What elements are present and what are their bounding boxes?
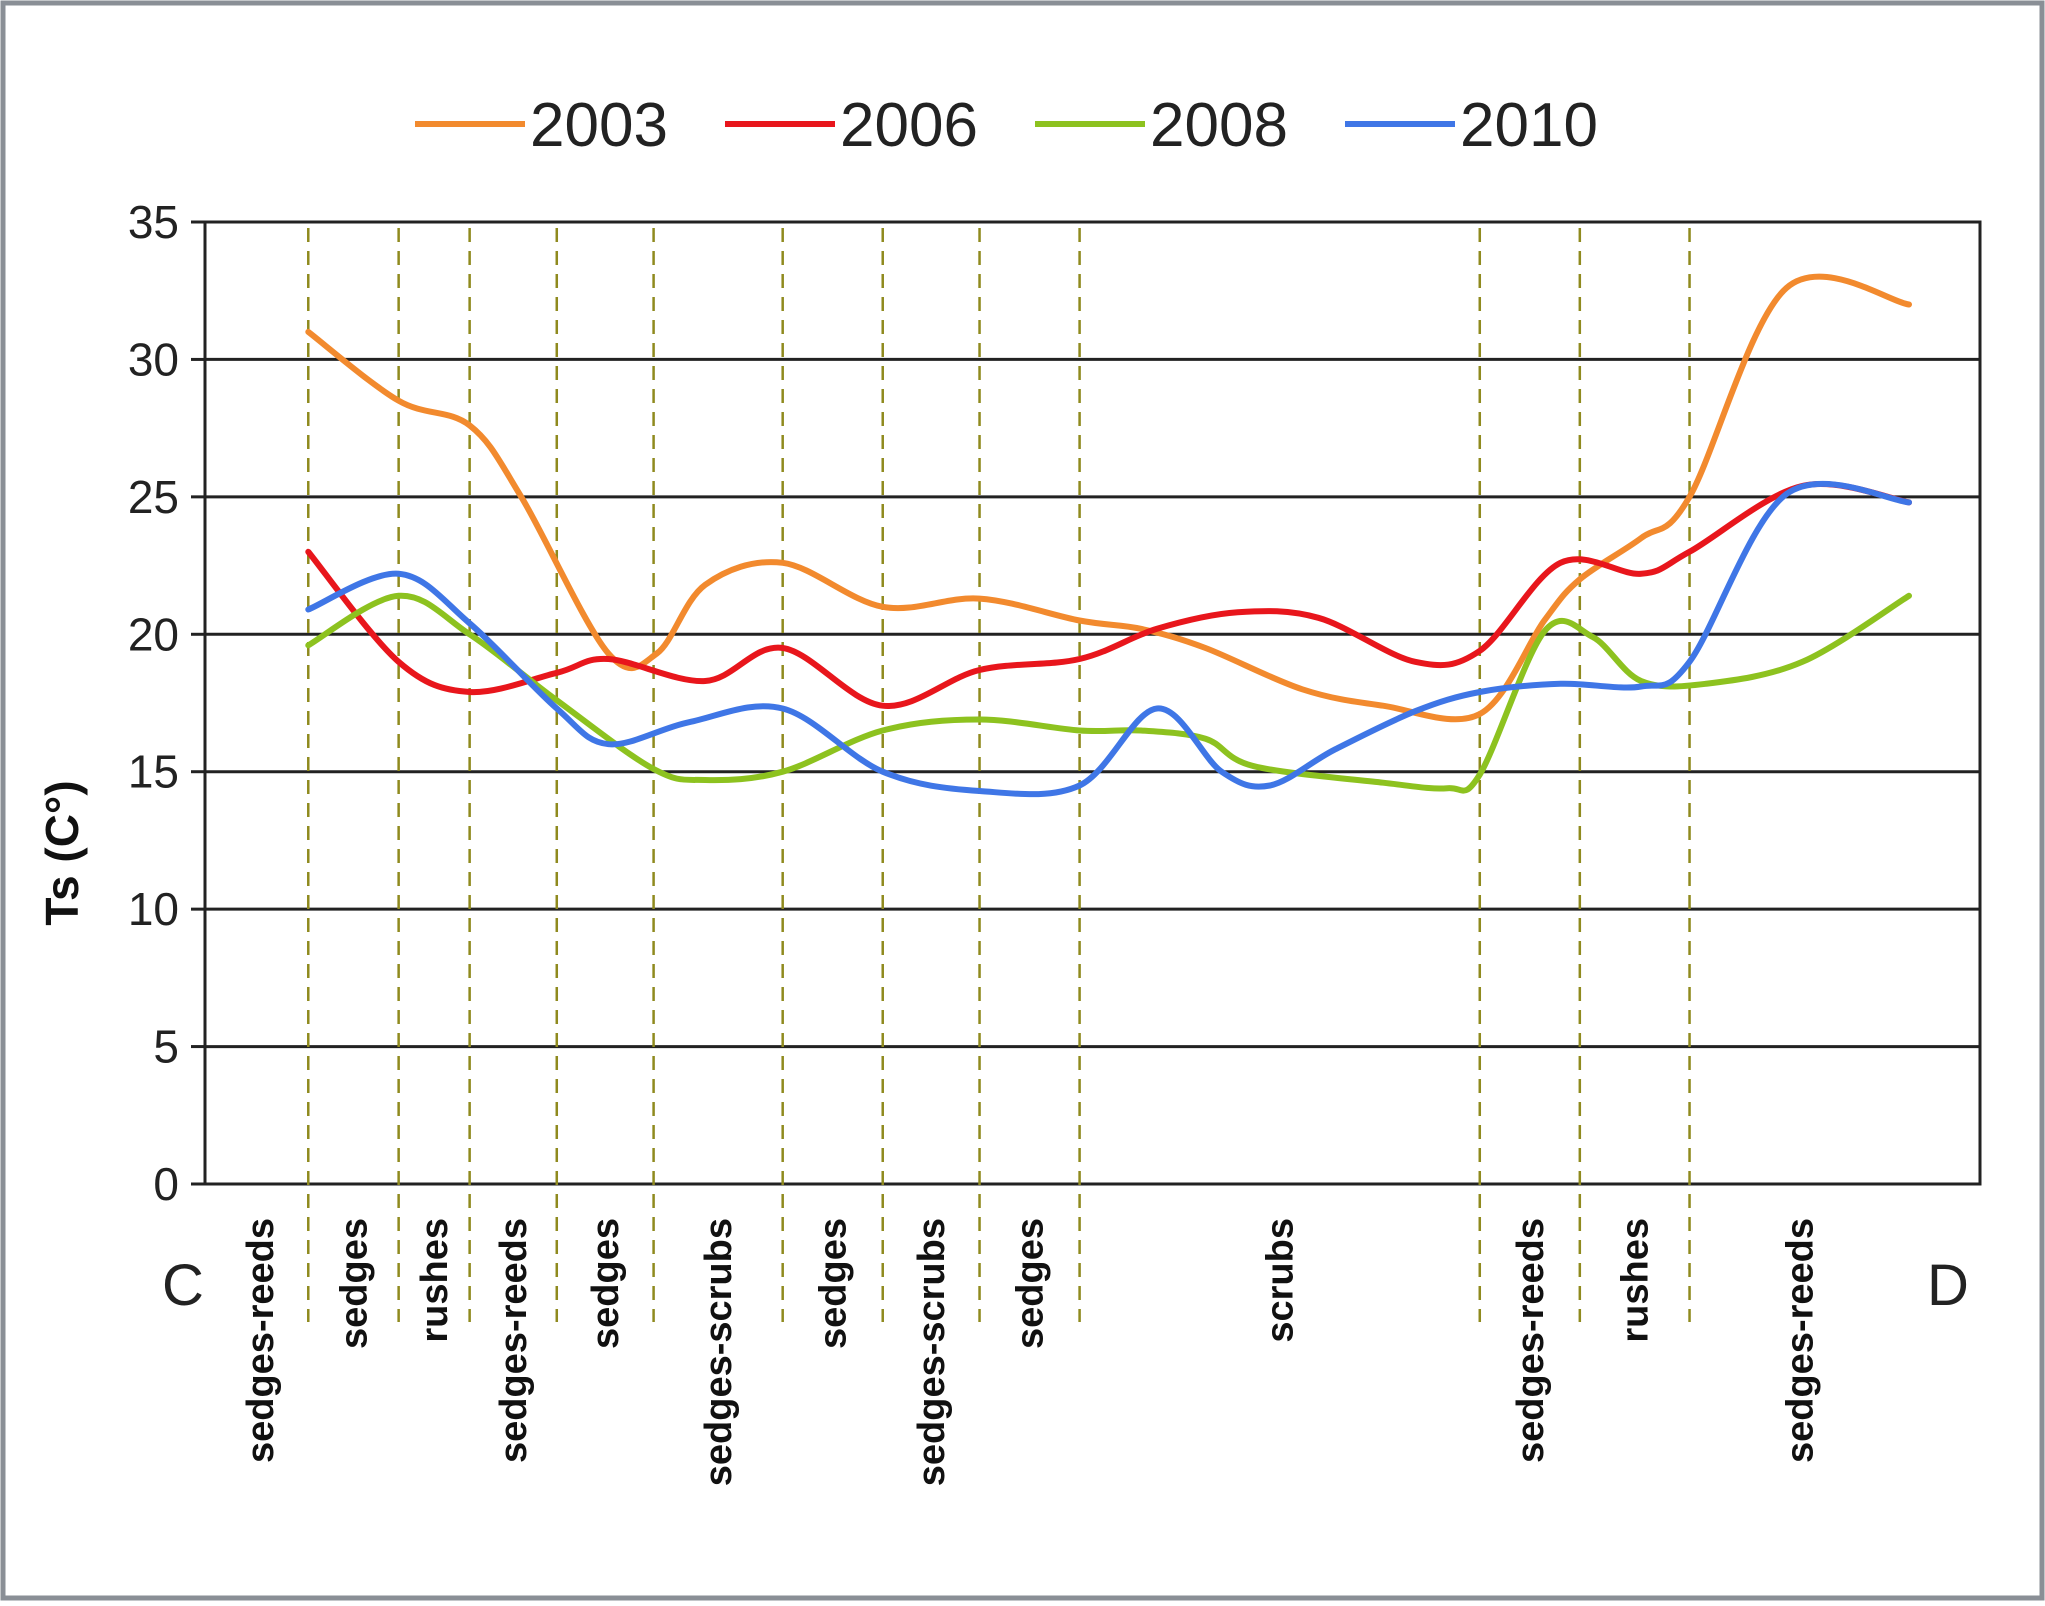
- series-line-2010: [305, 480, 1912, 798]
- series-line-2008: [305, 592, 1912, 794]
- y-tick-label: 30: [128, 333, 179, 385]
- y-tick-label: 0: [153, 1158, 179, 1210]
- legend-label-2010: 2010: [1460, 91, 1598, 160]
- legend-label-2003: 2003: [530, 91, 668, 160]
- zone-label: sedges: [333, 1218, 375, 1349]
- series-lines: [305, 273, 1912, 798]
- zone-label: sedges-reeds: [240, 1218, 282, 1463]
- zone-label: sedges-scrubs: [911, 1218, 953, 1486]
- zone-label: sedges-reeds: [493, 1218, 535, 1463]
- zone-label: sedges-reeds: [1510, 1218, 1552, 1463]
- legend-label-2008: 2008: [1150, 91, 1288, 160]
- zone-labels: sedges-reeds sedges rushes sedges-reeds sedg…: [240, 1218, 1821, 1486]
- zone-label: sedges: [1010, 1218, 1052, 1349]
- y-tick-label: 35: [128, 196, 179, 248]
- y-tick-label: 5: [153, 1021, 179, 1073]
- plot-area: [203, 220, 1982, 1186]
- legend-label-2006: 2006: [840, 91, 978, 160]
- series-line-2006: [305, 481, 1912, 709]
- gridlines: [205, 357, 1980, 1049]
- y-axis-title: Ts (C°): [36, 780, 88, 925]
- zone-label: sedges: [585, 1218, 627, 1349]
- y-tick-label: 25: [128, 471, 179, 523]
- zone-label: rushes: [1615, 1218, 1657, 1343]
- zone-label: sedges: [813, 1218, 855, 1349]
- y-tick-label: 20: [128, 608, 179, 660]
- y-axis-ticks: 0 5 10 15 20 25 30 35: [128, 196, 205, 1210]
- series-line-2003: [305, 273, 1912, 723]
- legend: 2003 2006 2008 2010: [415, 91, 1598, 160]
- zone-label: sedges-scrubs: [698, 1218, 740, 1486]
- zone-label: rushes: [414, 1218, 456, 1343]
- y-tick-label: 15: [128, 746, 179, 798]
- start-point-label: C: [162, 1253, 204, 1318]
- zone-label: sedges-reeds: [1779, 1218, 1821, 1463]
- y-tick-label: 10: [128, 883, 179, 935]
- end-point-label: D: [1927, 1253, 1969, 1318]
- zone-label: scrubs: [1260, 1218, 1302, 1343]
